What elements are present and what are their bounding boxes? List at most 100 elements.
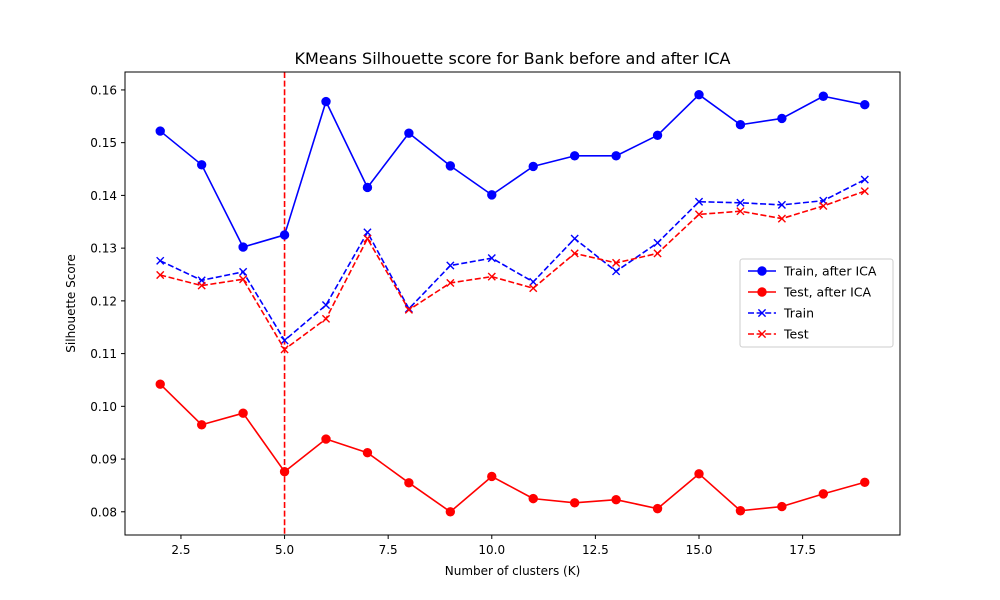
data-point xyxy=(404,305,413,314)
legend-marker xyxy=(757,287,767,297)
data-point xyxy=(239,267,248,276)
data-point xyxy=(404,478,414,488)
y-tick-label: 0.15 xyxy=(90,136,117,150)
data-point xyxy=(652,130,663,140)
legend-marker xyxy=(757,266,767,276)
data-point xyxy=(777,113,787,124)
data-point xyxy=(860,175,869,184)
data-point xyxy=(819,201,828,211)
data-point xyxy=(818,91,829,101)
y-tick-label: 0.16 xyxy=(90,83,117,97)
legend-marker xyxy=(757,329,767,339)
data-point xyxy=(445,161,456,171)
data-point xyxy=(156,270,165,280)
series-2 xyxy=(156,175,869,345)
legend-label: Test xyxy=(783,327,809,342)
y-axis-label: Silhouette Score xyxy=(64,254,78,352)
data-point xyxy=(363,234,372,243)
data-point xyxy=(197,281,206,290)
series-line xyxy=(159,178,866,342)
data-point xyxy=(363,228,372,237)
legend: Train, after ICA Test, after ICA Train Test xyxy=(739,258,894,348)
y-tick-label: 0.11 xyxy=(90,347,117,361)
legend-item: Train xyxy=(748,306,814,321)
x-tick-label: 15.0 xyxy=(686,543,713,557)
data-point xyxy=(652,503,663,514)
data-point xyxy=(238,242,248,252)
legend-label: Train, after ICA xyxy=(783,264,877,279)
data-point xyxy=(196,160,207,170)
x-tick-label: 17.5 xyxy=(789,543,816,557)
data-point xyxy=(529,284,538,293)
data-point xyxy=(446,278,455,288)
y-tick-label: 0.09 xyxy=(90,453,117,467)
plot-border xyxy=(124,71,901,536)
data-point xyxy=(239,275,248,284)
data-point xyxy=(321,434,331,444)
data-point xyxy=(155,126,165,136)
data-point xyxy=(321,314,331,323)
legend-item: Train, after ICA xyxy=(748,264,877,279)
legend-label: Train xyxy=(783,306,814,321)
data-point xyxy=(279,230,290,240)
legend-label: Test, after ICA xyxy=(783,285,872,300)
data-point xyxy=(860,477,870,487)
data-point xyxy=(321,96,331,107)
x-tick-label: 12.5 xyxy=(582,543,609,557)
data-point xyxy=(653,249,662,258)
data-point xyxy=(860,187,869,196)
data-point xyxy=(279,467,290,477)
y-tick-label: 0.10 xyxy=(90,400,117,414)
data-point xyxy=(611,151,621,161)
data-point xyxy=(404,128,414,138)
data-point xyxy=(529,277,538,286)
x-tick-label: 5.0 xyxy=(275,543,294,557)
y-tick-label: 0.12 xyxy=(90,294,117,308)
y-axis-ticks: 0.08 0.09 0.10 0.11 0.12 0.13 0.14 0.15 0.16 xyxy=(90,83,125,519)
chart-title: KMeans Silhouette score for Bank before … xyxy=(295,49,731,68)
series-line xyxy=(159,93,865,248)
series-0 xyxy=(155,89,870,252)
data-point xyxy=(156,256,165,265)
data-point xyxy=(446,261,455,270)
x-axis-ticks: 2.5 5.0 7.5 10.0 12.5 15.0 17.5 xyxy=(171,535,816,557)
data-point xyxy=(694,210,704,219)
data-point xyxy=(777,214,786,223)
data-point xyxy=(569,151,580,161)
data-point xyxy=(736,207,745,216)
y-tick-label: 0.13 xyxy=(90,242,117,256)
data-point xyxy=(694,469,704,479)
data-point xyxy=(612,267,621,276)
data-point xyxy=(736,198,745,207)
data-point xyxy=(487,190,497,200)
data-point xyxy=(694,89,704,100)
data-point xyxy=(362,448,373,458)
data-point xyxy=(735,506,746,516)
series-1 xyxy=(155,379,870,517)
data-point xyxy=(860,99,870,110)
data-point xyxy=(487,471,497,482)
data-point xyxy=(487,272,496,281)
data-point xyxy=(612,258,621,267)
x-axis-label: Number of clusters (K) xyxy=(445,564,581,578)
data-point xyxy=(445,507,456,517)
data-point xyxy=(487,254,496,263)
data-point xyxy=(528,161,538,172)
legend-box xyxy=(739,258,894,348)
data-point xyxy=(155,379,165,389)
data-point xyxy=(528,493,538,504)
series-line xyxy=(160,190,866,351)
series-3 xyxy=(156,187,869,354)
data-point xyxy=(196,420,207,430)
data-point xyxy=(280,336,289,345)
legend-item: Test xyxy=(748,327,809,342)
series-layer xyxy=(155,89,870,517)
data-point xyxy=(653,238,662,247)
data-point xyxy=(694,197,704,206)
data-point xyxy=(570,234,579,243)
data-point xyxy=(818,489,829,499)
series-line xyxy=(159,383,865,513)
data-point xyxy=(611,494,621,505)
x-tick-label: 2.5 xyxy=(171,543,190,557)
